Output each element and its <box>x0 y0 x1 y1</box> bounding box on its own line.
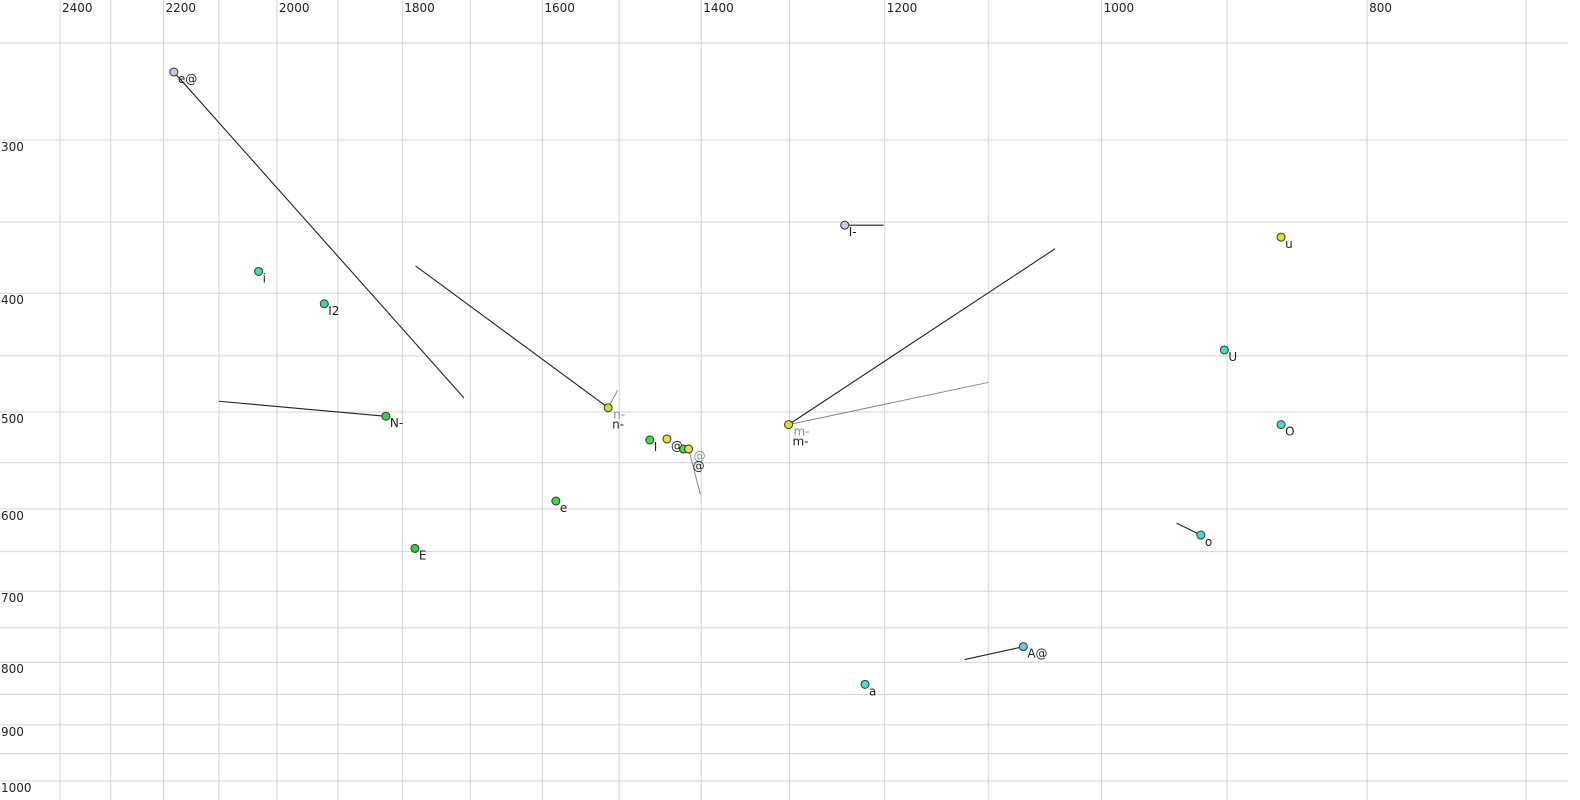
vowel-label: N- <box>390 416 403 430</box>
x-tick-label: 1000 <box>1104 1 1135 15</box>
vowel-point <box>1018 642 1028 652</box>
y-tick-label: 500 <box>1 412 24 426</box>
trajectory <box>218 400 386 417</box>
vowel-point <box>1196 530 1206 540</box>
y-tick-label: 800 <box>1 662 24 676</box>
trajectory-secondary <box>788 381 989 426</box>
vowel-point <box>169 67 179 77</box>
x-tick-label: 1600 <box>544 1 575 15</box>
vowel-point <box>410 543 420 553</box>
trajectory-secondary <box>688 448 701 495</box>
vowel-label: m- <box>793 435 809 449</box>
vowel-point <box>381 411 391 421</box>
vowel-point <box>254 266 264 276</box>
x-tick-label: 1200 <box>887 1 918 15</box>
vowel-label: I <box>654 440 658 454</box>
y-tick-label: 700 <box>1 591 24 605</box>
vowel-label: A@ <box>1027 647 1047 661</box>
trajectory <box>964 646 1024 661</box>
vowel-label: o <box>1205 535 1212 549</box>
vowel-label: e <box>560 501 567 515</box>
y-tick-label: 1000 <box>1 781 32 795</box>
vowel-label: n- <box>612 418 624 432</box>
vowel-point <box>1276 232 1286 242</box>
vowel-point <box>684 444 694 454</box>
y-tick-label: 300 <box>1 140 24 154</box>
x-tick-label: 1800 <box>404 1 435 15</box>
x-tick-label: 1400 <box>703 1 734 15</box>
vowel-point <box>319 299 329 309</box>
vowel-point <box>662 434 672 444</box>
vowel-label: E <box>419 548 427 562</box>
vowel-point <box>603 403 613 413</box>
vowel-label: a <box>869 684 876 698</box>
trajectory <box>788 248 1056 426</box>
vowel-label-secondary: @ <box>694 449 706 463</box>
x-tick-label: 2200 <box>166 1 197 15</box>
vowel-label: O <box>1285 425 1294 439</box>
vowel-label-secondary: m- <box>794 425 810 439</box>
vowel-label: @ <box>693 459 705 473</box>
trajectory <box>415 265 609 409</box>
vowel-label-secondary: n- <box>613 408 625 422</box>
vowel-label: u <box>1285 237 1293 251</box>
x-tick-label: 800 <box>1369 1 1392 15</box>
vowel-label: U <box>1228 350 1237 364</box>
y-tick-label: 900 <box>1 725 24 739</box>
vowel-label: I2 <box>328 304 339 318</box>
vowel-label: I- <box>849 225 857 239</box>
vowel-label: i <box>263 271 266 285</box>
y-tick-label: 600 <box>1 509 24 523</box>
vowel-point <box>784 420 794 430</box>
y-tick-label: 400 <box>1 293 24 307</box>
vowel-label: e@ <box>178 72 197 86</box>
trajectory <box>1176 522 1202 536</box>
x-tick-label: 2000 <box>279 1 310 15</box>
vowel-point <box>1276 420 1286 430</box>
x-tick-label: 2400 <box>62 1 93 15</box>
vowel-point <box>645 435 655 445</box>
vowel-point <box>1219 345 1229 355</box>
vowel-point <box>840 220 850 230</box>
vowel-point <box>551 496 561 506</box>
vowel-point <box>860 679 870 689</box>
trajectory <box>173 71 465 399</box>
